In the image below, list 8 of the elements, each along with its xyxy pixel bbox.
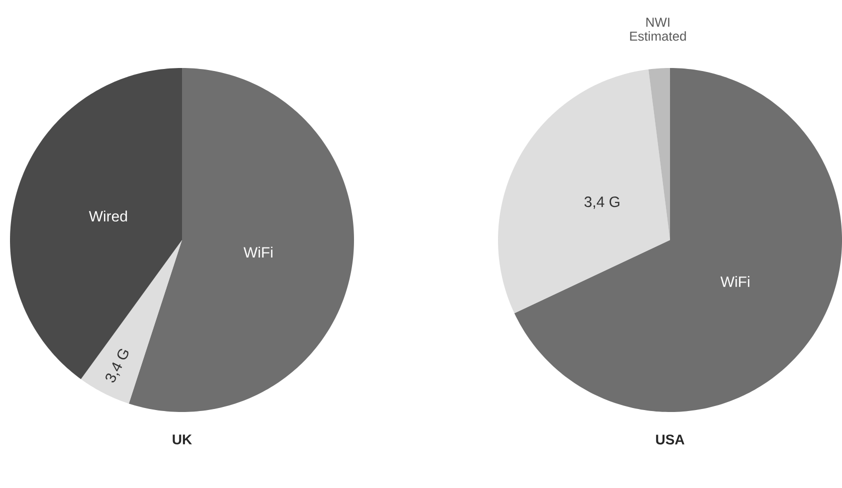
slice-label: NWI Estimated [630,18,686,41]
text: USA [656,434,684,444]
text: UK [172,434,192,444]
slice-label: Wired [88,210,127,222]
slice-label: 3,4 G [584,196,620,209]
slice-label: 3,4 G [106,348,128,382]
slice-label: WiFi [244,246,272,258]
slice-label: WiFi [720,276,750,287]
